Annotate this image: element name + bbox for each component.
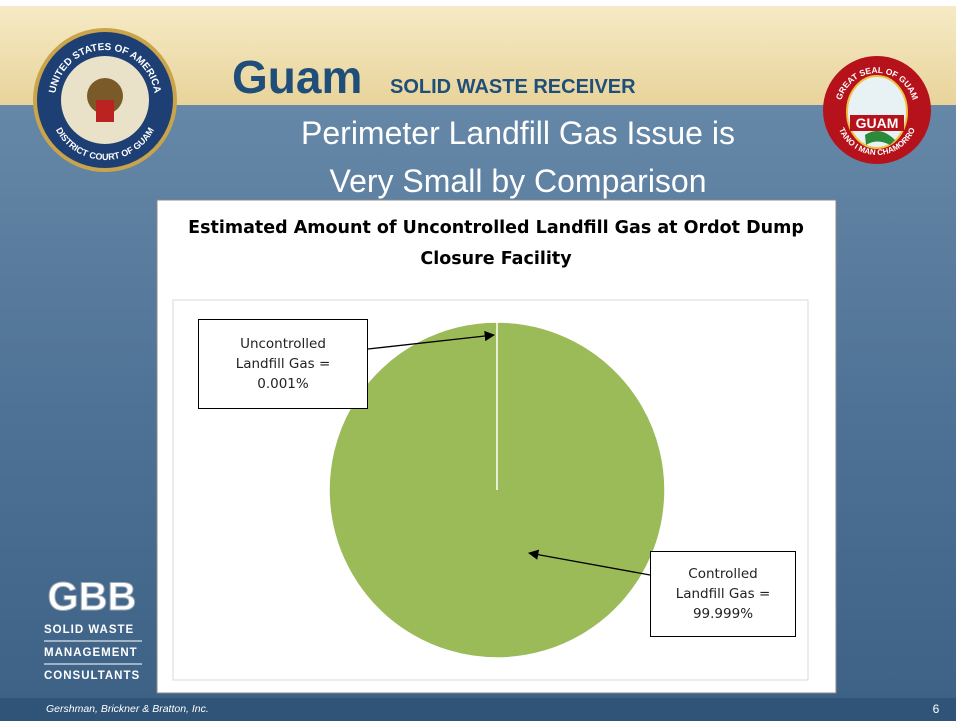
header-edge [0,0,956,6]
logo-mark: GBB [48,575,137,619]
callout-arrow [527,549,651,576]
gbb-logo: GBB SOLID WASTE MANAGEMENT CONSULTANTS [44,575,142,682]
slide-title: Perimeter Landfill Gas Issue is [301,115,735,151]
pie [328,321,666,659]
page-number: 6 [933,702,940,716]
logo-line: MANAGEMENT [44,647,138,659]
brand-subtitle: SOLID WASTE RECEIVER [390,76,636,98]
slide-title: Very Small by Comparison [329,163,706,199]
pie-slice [328,321,666,659]
right-seal: GUAM GREAT SEAL OF GUAM TANO I MAN CHAMO… [823,56,931,164]
callout: Controlled Landfill Gas = 99.999% [650,551,796,637]
footer-company: Gershman, Brickner & Bratton, Inc. [46,703,209,715]
footer-band [0,698,956,721]
logo-line: CONSULTANTS [44,670,140,682]
chart-title: Closure Facility [420,249,572,269]
callout-arrow [367,330,496,350]
brand: Guam [232,51,362,103]
left-seal: UNITED STATES OF AMERICA DISTRICT COURT … [33,28,177,172]
chart-title: Estimated Amount of Uncontrolled Landfil… [188,218,804,238]
logo-line: SOLID WASTE [44,624,134,636]
callout: Uncontrolled Landfill Gas = 0.001% [198,319,368,409]
seal-center-text: GUAM [856,115,899,131]
